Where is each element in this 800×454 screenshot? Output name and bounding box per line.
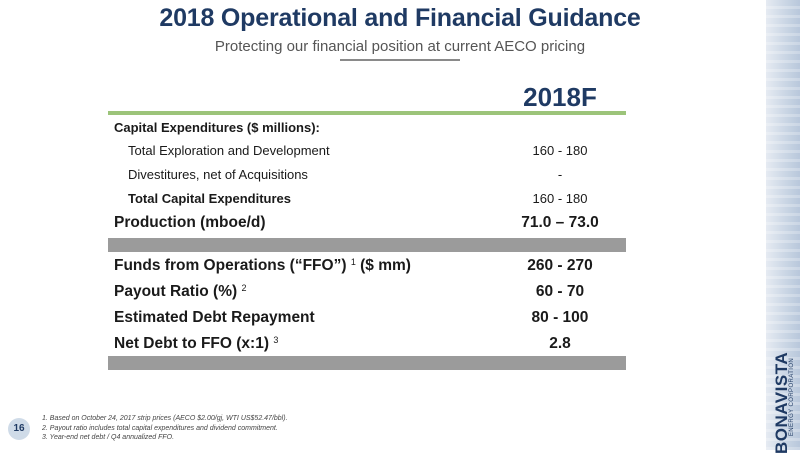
page-number-badge: 16	[8, 418, 30, 440]
row-value: 2.8	[549, 335, 571, 352]
row-value: 71.0 – 73.0	[521, 214, 599, 231]
row-value: 60 - 70	[535, 283, 585, 300]
row-value: 260 - 270	[527, 257, 593, 274]
row-label: Funds from Operations (“FFO”) 1 ($ mm)	[114, 257, 411, 274]
footnote-marker: 2	[241, 283, 247, 293]
row-value: 80 - 100	[531, 309, 589, 326]
company-logo: BONAVISTA ENERGY CORPORATION	[768, 352, 800, 454]
footnote-marker: 1	[350, 257, 356, 267]
header-rule	[108, 111, 626, 115]
row-label: Capital Expenditures ($ millions):	[114, 120, 320, 135]
logo-tagline: ENERGY CORPORATION	[789, 357, 795, 437]
section-divider-band	[108, 238, 626, 252]
row-label: Net Debt to FFO (x:1) 3	[114, 335, 279, 352]
row-label: Divestitures, net of Acquisitions	[128, 167, 308, 182]
row-label: Total Exploration and Development	[128, 143, 330, 158]
subtitle-underline	[340, 59, 460, 61]
footnote-marker: 3	[273, 335, 279, 345]
table-bottom-band	[108, 356, 626, 370]
row-label: Production (mboe/d)	[114, 214, 266, 231]
decorative-side-stripe	[766, 0, 800, 450]
column-header: 2018F	[523, 82, 597, 112]
slide-title: 2018 Operational and Financial Guidance	[159, 4, 641, 32]
row-label: Estimated Debt Repayment	[114, 309, 315, 326]
footnote: 2. Payout ratio includes total capital e…	[42, 424, 278, 432]
footnote: 1. Based on October 24, 2017 strip price…	[42, 415, 288, 422]
row-label: Total Capital Expenditures	[128, 191, 292, 206]
row-value: -	[557, 167, 563, 182]
footnote: 3. Year-end net debt / Q4 annualized FFO…	[42, 434, 175, 441]
row-value: 160 - 180	[532, 143, 588, 158]
row-value: 160 - 180	[532, 191, 588, 206]
footnotes: 1. Based on October 24, 2017 strip price…	[42, 414, 288, 443]
row-label: Payout Ratio (%) 2	[114, 283, 247, 300]
slide-subtitle: Protecting our financial position at cur…	[214, 38, 586, 55]
